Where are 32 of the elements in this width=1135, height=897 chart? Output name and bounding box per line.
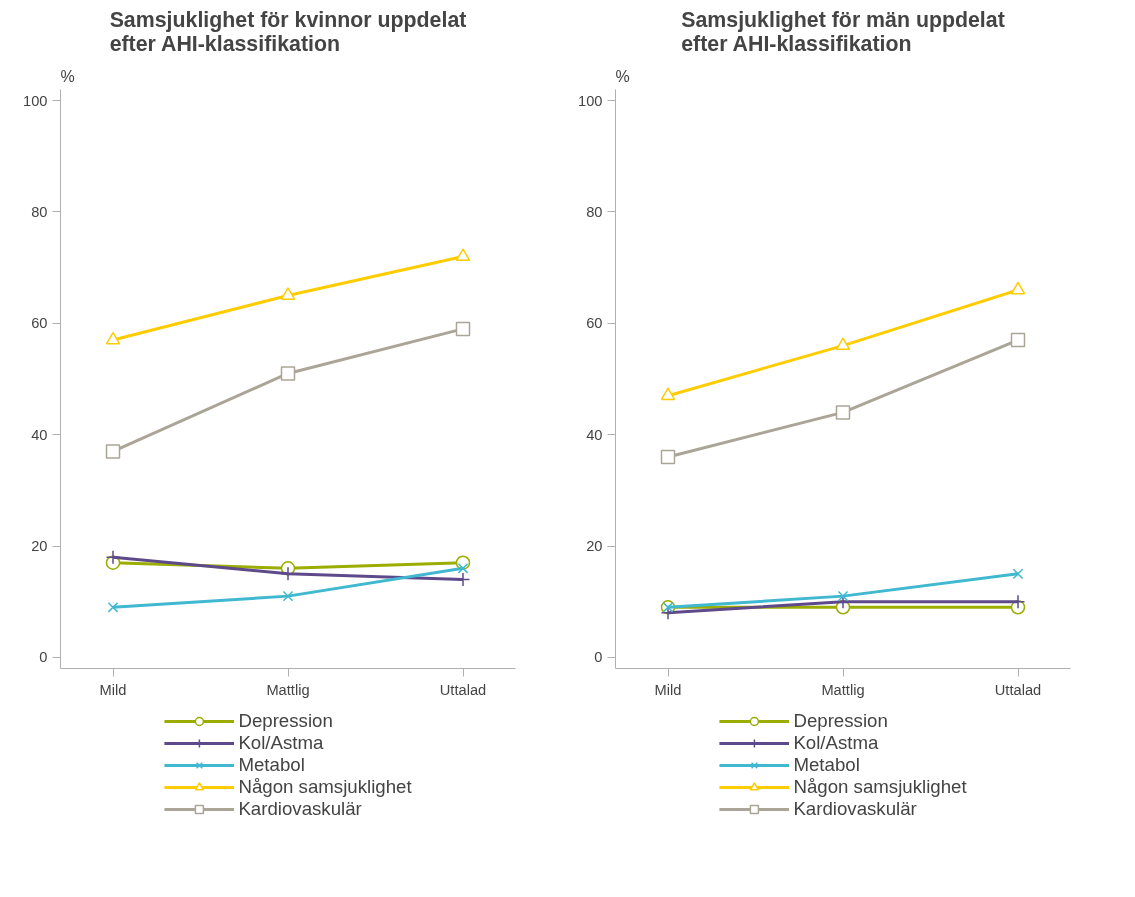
- y-tick-label: 80: [31, 203, 48, 220]
- y-tick-label: 60: [586, 315, 603, 332]
- x-tick-label: Mattlig: [821, 681, 865, 698]
- chart-title: Samsjuklighet för män uppdelat efter AHI-klassifikation: [681, 7, 1005, 56]
- y-tick-label: 40: [586, 426, 603, 443]
- x-tick-label: Mattlig: [266, 681, 310, 698]
- legend-label: Kardiovaskulär: [238, 798, 362, 820]
- y-tick-label: 0: [39, 649, 48, 666]
- y-tick-label: 100: [578, 92, 603, 109]
- legend-label: Metabol: [238, 754, 305, 776]
- chart-title: Samsjuklighet för kvinnor uppdelat efter AHI-klassifikation: [109, 7, 467, 56]
- x-tick-label: Uttalad: [439, 681, 487, 698]
- y-tick-label: 80: [586, 203, 603, 220]
- legend-label: Kardiovaskulär: [793, 798, 917, 820]
- y-tick-label: 20: [586, 538, 603, 555]
- x-tick-label: Mild: [654, 681, 682, 698]
- y-tick-label: 20: [31, 538, 48, 555]
- legend-label: Metabol: [793, 754, 860, 776]
- y-tick-label: 100: [23, 92, 48, 109]
- x-tick-label: Mild: [99, 681, 127, 698]
- x-tick-label: Uttalad: [994, 681, 1042, 698]
- legend-label: Depression: [238, 710, 333, 732]
- legend-label: Depression: [793, 710, 888, 732]
- legend-label: Kol/Astma: [238, 732, 324, 754]
- y-axis-title: %: [60, 67, 75, 85]
- legend-label: Någon samsjuklighet: [238, 776, 412, 798]
- y-tick-label: 40: [31, 426, 48, 443]
- legend-label: Någon samsjuklighet: [793, 776, 967, 798]
- legend-label: Kol/Astma: [793, 732, 879, 754]
- y-axis-title: %: [615, 67, 630, 85]
- y-tick-label: 0: [594, 649, 603, 666]
- y-tick-label: 60: [31, 315, 48, 332]
